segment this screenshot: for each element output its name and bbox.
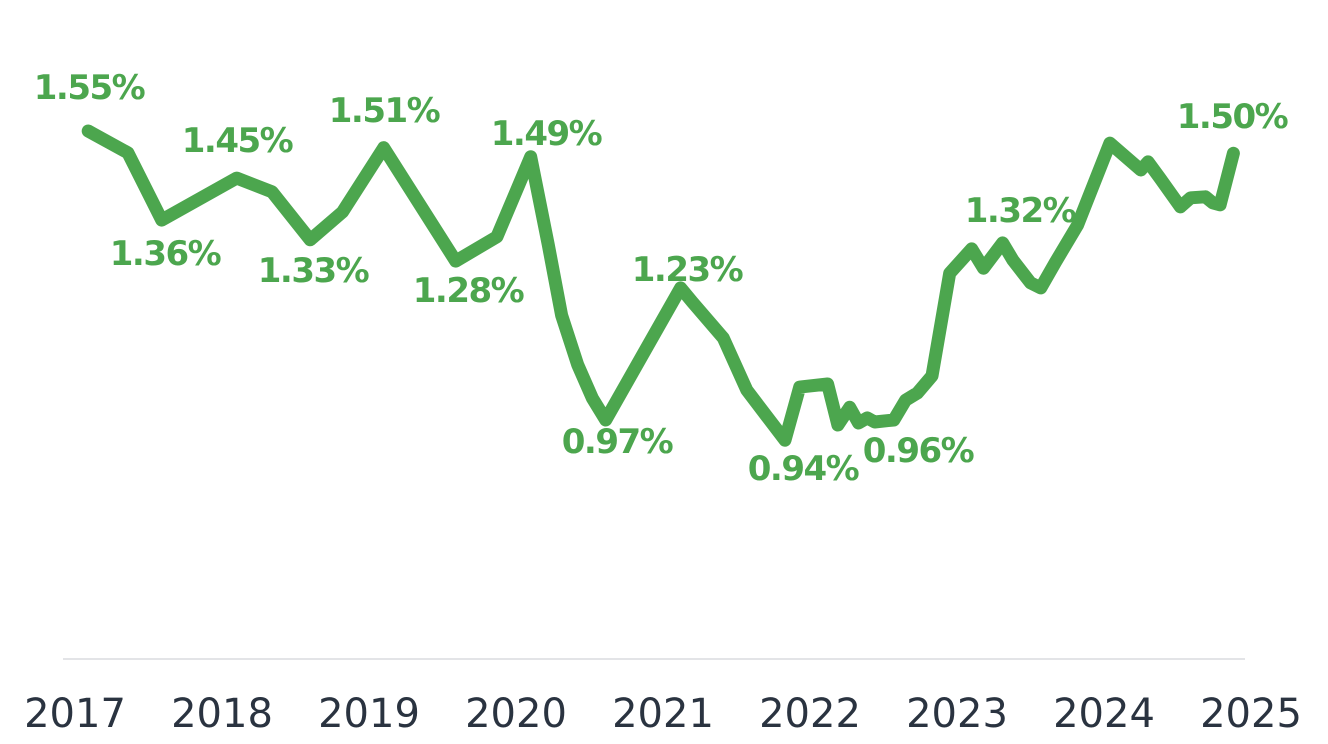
x-tick-label: 2021 [612, 691, 714, 737]
value-label: 1.55% [34, 68, 145, 108]
value-label: 1.32% [965, 191, 1076, 231]
value-label: 1.33% [258, 251, 369, 291]
x-tick-label: 2023 [906, 691, 1008, 737]
value-label: 0.96% [863, 431, 974, 471]
value-label: 1.28% [413, 271, 524, 311]
value-label: 1.50% [1177, 97, 1288, 137]
x-tick-label: 2018 [171, 691, 273, 737]
x-tick-label: 2020 [465, 691, 567, 737]
x-tick-label: 2022 [759, 691, 861, 737]
value-label: 0.94% [748, 449, 859, 489]
x-tick-label: 2019 [318, 691, 420, 737]
x-axis-tick-group: 2017 2018 2019 2020 2021 2022 2023 2024 2025 [24, 691, 1302, 737]
x-tick-label: 2025 [1200, 691, 1302, 737]
value-label: 1.36% [110, 234, 221, 274]
x-tick-label: 2024 [1053, 691, 1155, 737]
value-label: 1.49% [491, 114, 602, 154]
value-label: 0.97% [562, 422, 673, 462]
x-tick-label: 2017 [24, 691, 126, 737]
value-label: 1.51% [329, 91, 440, 131]
data-label-group: 1.55% 1.36% 1.45% 1.33% 1.51% 1.28% 1.49% 0.97%… [34, 68, 1289, 489]
rate-line-series [81, 124, 1240, 447]
value-label: 1.45% [182, 121, 293, 161]
value-label: 1.23% [632, 250, 743, 290]
